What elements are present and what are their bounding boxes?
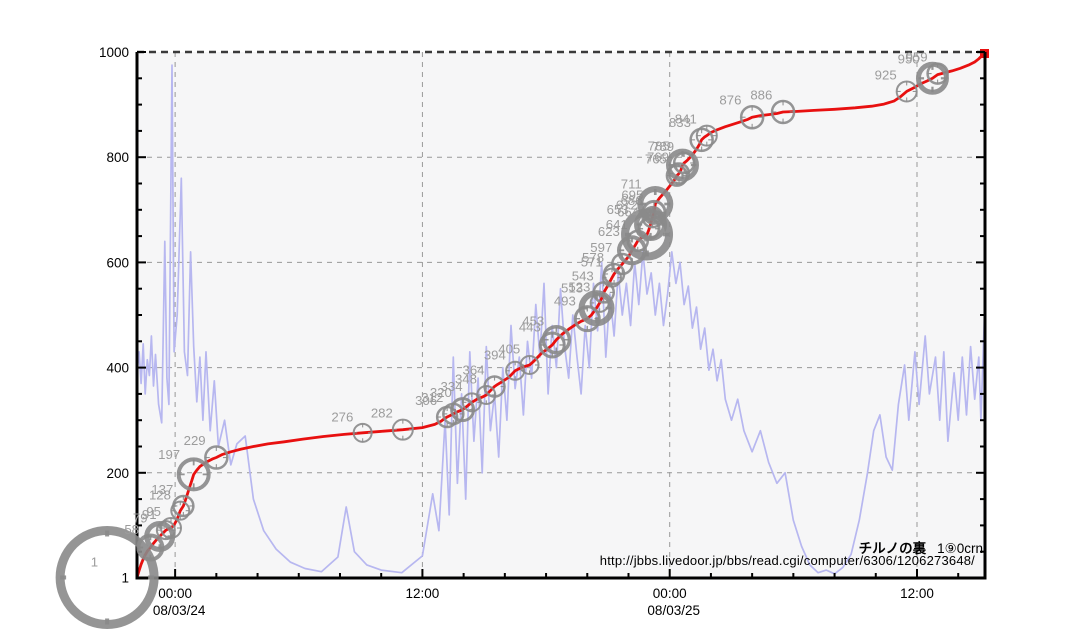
svg-text:769: 769 <box>647 150 669 165</box>
thread-title: チルノの裏 <box>858 541 927 556</box>
milestone-513: 513 <box>561 281 615 327</box>
milestone-711: 711 <box>621 177 674 223</box>
svg-text:523: 523 <box>568 280 590 295</box>
milestone-405: 405 <box>498 342 540 375</box>
plot-area <box>137 52 985 578</box>
svg-text:623: 623 <box>598 224 620 239</box>
svg-text:841: 841 <box>675 112 697 127</box>
svg-text:886: 886 <box>750 87 772 102</box>
svg-text:348: 348 <box>455 372 477 387</box>
svg-text:493: 493 <box>554 293 576 308</box>
svg-text:1000: 1000 <box>99 45 129 60</box>
milestone-876: 876 <box>719 93 765 130</box>
svg-text:08/03/25: 08/03/25 <box>647 603 700 618</box>
milestone-623: 623 <box>598 224 647 266</box>
x-axis-labels: 00:00 08/03/24 12:00 00:00 08/03/25 12:00 <box>153 586 934 618</box>
svg-text:600: 600 <box>106 255 129 270</box>
svg-text:12:00: 12:00 <box>900 586 934 601</box>
svg-text:200: 200 <box>106 466 129 481</box>
svg-text:785: 785 <box>648 138 670 153</box>
svg-text:229: 229 <box>184 433 206 448</box>
svg-text:197: 197 <box>158 447 180 462</box>
milestone-394: 394 <box>484 347 526 381</box>
svg-text:00:00: 00:00 <box>158 586 192 601</box>
svg-text:800: 800 <box>106 150 129 165</box>
svg-text:664: 664 <box>617 205 639 220</box>
milestone-282: 282 <box>371 406 414 441</box>
milestone-364: 364 <box>463 363 506 398</box>
milestone-785: 785 <box>648 138 699 182</box>
svg-text:571: 571 <box>581 254 603 269</box>
svg-text:1: 1 <box>121 570 129 585</box>
svg-text:789: 789 <box>652 139 674 154</box>
svg-text:95: 95 <box>146 504 161 519</box>
milestone-1: 1 <box>55 525 159 629</box>
svg-text:334: 334 <box>441 379 463 394</box>
svg-text:400: 400 <box>106 361 129 376</box>
svg-text:320: 320 <box>430 385 452 400</box>
svg-text:672: 672 <box>616 198 638 213</box>
milestone-137: 137 <box>151 482 195 518</box>
thread-url: http://jbbs.livedoor.jp/bbs/read.cgi/com… <box>599 553 975 568</box>
svg-text:91: 91 <box>142 507 157 522</box>
svg-text:513: 513 <box>561 281 583 296</box>
svg-text:1: 1 <box>91 554 98 569</box>
svg-text:876: 876 <box>719 93 741 108</box>
svg-text:695: 695 <box>621 188 643 203</box>
milestone-91: 91 <box>142 507 176 541</box>
svg-text:58: 58 <box>124 522 139 537</box>
svg-text:405: 405 <box>498 342 520 357</box>
pace-line <box>136 64 986 575</box>
svg-text:925: 925 <box>875 67 897 82</box>
svg-text:959: 959 <box>906 50 928 65</box>
milestone-841: 841 <box>675 112 718 147</box>
thread-counter: 1⑨0crn <box>937 541 983 556</box>
milestone-95: 95 <box>146 504 183 540</box>
svg-text:394: 394 <box>484 347 506 362</box>
svg-text:276: 276 <box>331 410 353 425</box>
milestone-493: 493 <box>554 293 601 333</box>
svg-text:128: 128 <box>149 487 171 502</box>
milestone-128: 128 <box>149 487 191 521</box>
svg-text:711: 711 <box>621 177 642 192</box>
svg-text:950: 950 <box>898 52 920 67</box>
milestone-886: 886 <box>750 87 796 125</box>
svg-text:79: 79 <box>133 510 148 525</box>
svg-text:00:00: 00:00 <box>653 586 687 601</box>
svg-text:597: 597 <box>590 240 612 255</box>
svg-text:765: 765 <box>645 152 667 167</box>
svg-text:08/03/24: 08/03/24 <box>153 603 206 618</box>
milestone-229: 229 <box>184 433 229 470</box>
svg-text:653: 653 <box>607 202 629 217</box>
svg-text:453: 453 <box>522 314 544 329</box>
milestone-789: 789 <box>652 139 696 175</box>
svg-text:12:00: 12:00 <box>406 586 440 601</box>
milestone-197: 197 <box>158 447 211 492</box>
svg-text:282: 282 <box>371 406 393 421</box>
svg-text:686: 686 <box>621 193 643 208</box>
svg-text:443: 443 <box>519 320 541 335</box>
y-axis-labels: 1 200 400 600 800 1000 <box>99 45 129 585</box>
milestone-959: 959 <box>906 50 949 85</box>
svg-text:543: 543 <box>572 268 594 283</box>
milestone-925: 925 <box>875 67 918 103</box>
milestone-833: 833 <box>669 115 714 153</box>
svg-text:364: 364 <box>463 363 485 378</box>
svg-text:306: 306 <box>415 393 437 408</box>
milestone-276: 276 <box>331 410 373 443</box>
thread-caption: チルノの裏 1⑨0crn <box>859 537 983 557</box>
svg-text:833: 833 <box>669 115 691 130</box>
milestone-443: 443 <box>519 320 566 359</box>
milestone-453: 453 <box>522 314 572 355</box>
gridlines <box>137 52 985 578</box>
svg-text:312: 312 <box>421 390 443 405</box>
milestone-672: 672 <box>616 198 668 242</box>
svg-text:137: 137 <box>151 482 173 497</box>
svg-text:578: 578 <box>582 250 604 265</box>
